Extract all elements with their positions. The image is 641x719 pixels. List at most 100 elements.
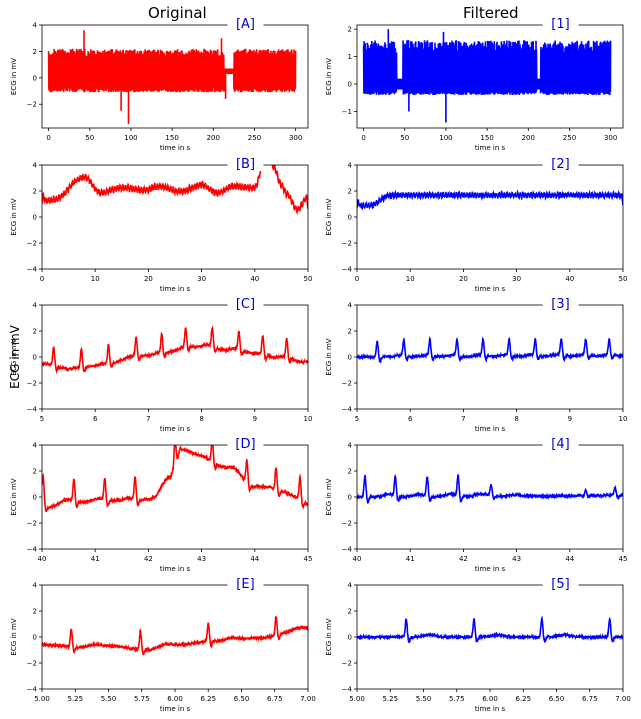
series-line	[357, 189, 623, 211]
x-tick-label: 10	[91, 275, 100, 283]
series-line	[357, 473, 623, 504]
y-axis-label: ECG in mV	[325, 618, 333, 655]
y-axis-label: ECG in mV	[10, 198, 18, 235]
y-axis-label: ECG in mV	[10, 618, 18, 655]
y-tick-label: 4	[348, 162, 353, 170]
panel-label-background	[542, 437, 579, 451]
panel-label: [A]	[236, 17, 255, 32]
x-tick-label: 100	[439, 134, 452, 142]
x-tick-label: 50	[619, 275, 628, 283]
panel-label-background	[227, 157, 264, 171]
series-line	[362, 29, 612, 123]
x-tick-label: 5	[40, 415, 44, 423]
x-axis-label: time in s	[160, 285, 191, 293]
series-line	[42, 445, 308, 513]
x-axis-label: time in s	[160, 144, 191, 152]
x-tick-label: 10	[304, 415, 313, 423]
chart-panel-8: 40 41 42 43 44 45 −4 −2 0 2 4 time in s ECG in mV [4]	[325, 437, 627, 573]
x-tick-label: 44	[250, 555, 259, 563]
y-tick-label: 2	[33, 188, 37, 196]
y-tick-label: 2	[33, 328, 37, 336]
y-tick-label: 2	[33, 468, 37, 476]
x-tick-label: 10	[619, 415, 628, 423]
x-tick-label: 0	[40, 275, 44, 283]
chart-panel-1: 0 50 100 150 200 250 300 −2 0 2 4 time in s ECG in m…	[10, 17, 309, 152]
x-axis-label: time in s	[160, 425, 191, 433]
panel-label-background	[542, 297, 579, 311]
y-tick-label: −4	[342, 686, 353, 694]
y-tick-label: −2	[342, 660, 352, 668]
x-tick-label: 300	[289, 134, 302, 142]
x-axis-label: time in s	[160, 705, 191, 713]
x-tick-label: 200	[207, 134, 220, 142]
x-tick-label: 43	[512, 555, 521, 563]
y-tick-label: −4	[27, 686, 38, 694]
x-tick-label: 250	[563, 134, 576, 142]
x-tick-label: 200	[522, 134, 535, 142]
plot-frame	[41, 444, 309, 550]
x-tick-label: 7.00	[300, 695, 316, 703]
x-axis-label: time in s	[475, 705, 506, 713]
series-line	[357, 335, 623, 364]
panel-label: [3]	[551, 297, 569, 312]
panel-label-background	[227, 297, 264, 311]
panel-label: [1]	[551, 17, 569, 32]
y-tick-label: −2	[27, 240, 37, 248]
x-tick-label: 6.50	[234, 695, 250, 703]
series-line	[42, 325, 308, 375]
y-axis-label: ECG in mV	[325, 198, 333, 235]
y-tick-label: 0	[348, 494, 352, 502]
series-line	[42, 615, 308, 656]
chart-panel-4: 0 10 20 30 40 50 −4 −2 0 2 4 time in s ECG in mV [2]	[325, 157, 627, 293]
series-line	[357, 615, 623, 644]
x-tick-label: 6.00	[482, 695, 498, 703]
column-title-original: Original	[148, 4, 207, 22]
y-tick-label: −2	[342, 520, 352, 528]
panel-label: [B]	[236, 157, 255, 172]
x-tick-label: 0	[46, 134, 50, 142]
y-tick-label: −2	[27, 101, 37, 109]
panel-label: [E]	[236, 577, 254, 592]
x-tick-label: 9	[253, 415, 257, 423]
y-tick-label: 2	[348, 328, 352, 336]
y-axis-label: ECG in mV	[325, 338, 333, 375]
x-tick-label: 42	[459, 555, 468, 563]
x-tick-label: 45	[304, 555, 313, 563]
y-tick-label: 4	[33, 302, 38, 310]
x-tick-label: 5.75	[449, 695, 465, 703]
chart-panel-10: 5.00 5.25 5.50 5.75 6.00 6.25 6.50 6.75 7.00 −4 −2…	[325, 577, 631, 713]
panel-label-background	[227, 17, 264, 31]
y-tick-label: 4	[348, 582, 353, 590]
panel-label: [D]	[235, 437, 255, 452]
x-tick-label: 100	[124, 134, 137, 142]
y-axis-label: ECG in mV	[10, 58, 18, 95]
x-tick-label: 150	[480, 134, 493, 142]
x-axis-label: time in s	[475, 425, 506, 433]
x-tick-label: 5.00	[349, 695, 365, 703]
panel-label: [C]	[236, 297, 255, 312]
x-tick-label: 8	[514, 415, 518, 423]
x-tick-label: 6.75	[582, 695, 598, 703]
panel-label: [4]	[551, 437, 569, 452]
x-tick-label: 50	[304, 275, 313, 283]
y-tick-label: 2	[348, 608, 352, 616]
y-tick-label: −4	[342, 266, 353, 274]
x-tick-label: 5.00	[34, 695, 50, 703]
y-tick-label: 4	[33, 442, 38, 450]
y-tick-label: −4	[342, 406, 353, 414]
y-tick-label: 0	[348, 81, 352, 89]
y-tick-label: 0	[33, 634, 37, 642]
x-tick-label: 0	[361, 134, 365, 142]
x-tick-label: 150	[165, 134, 178, 142]
x-tick-label: 8	[199, 415, 203, 423]
y-tick-label: 2	[348, 468, 352, 476]
plot-frame	[356, 24, 624, 129]
y-tick-label: 0	[33, 214, 37, 222]
y-tick-label: 0	[33, 74, 37, 82]
y-tick-label: 0	[348, 214, 352, 222]
x-tick-label: 44	[565, 555, 574, 563]
x-tick-label: 6.25	[515, 695, 531, 703]
x-tick-label: 20	[144, 275, 153, 283]
y-tick-label: −4	[27, 266, 38, 274]
